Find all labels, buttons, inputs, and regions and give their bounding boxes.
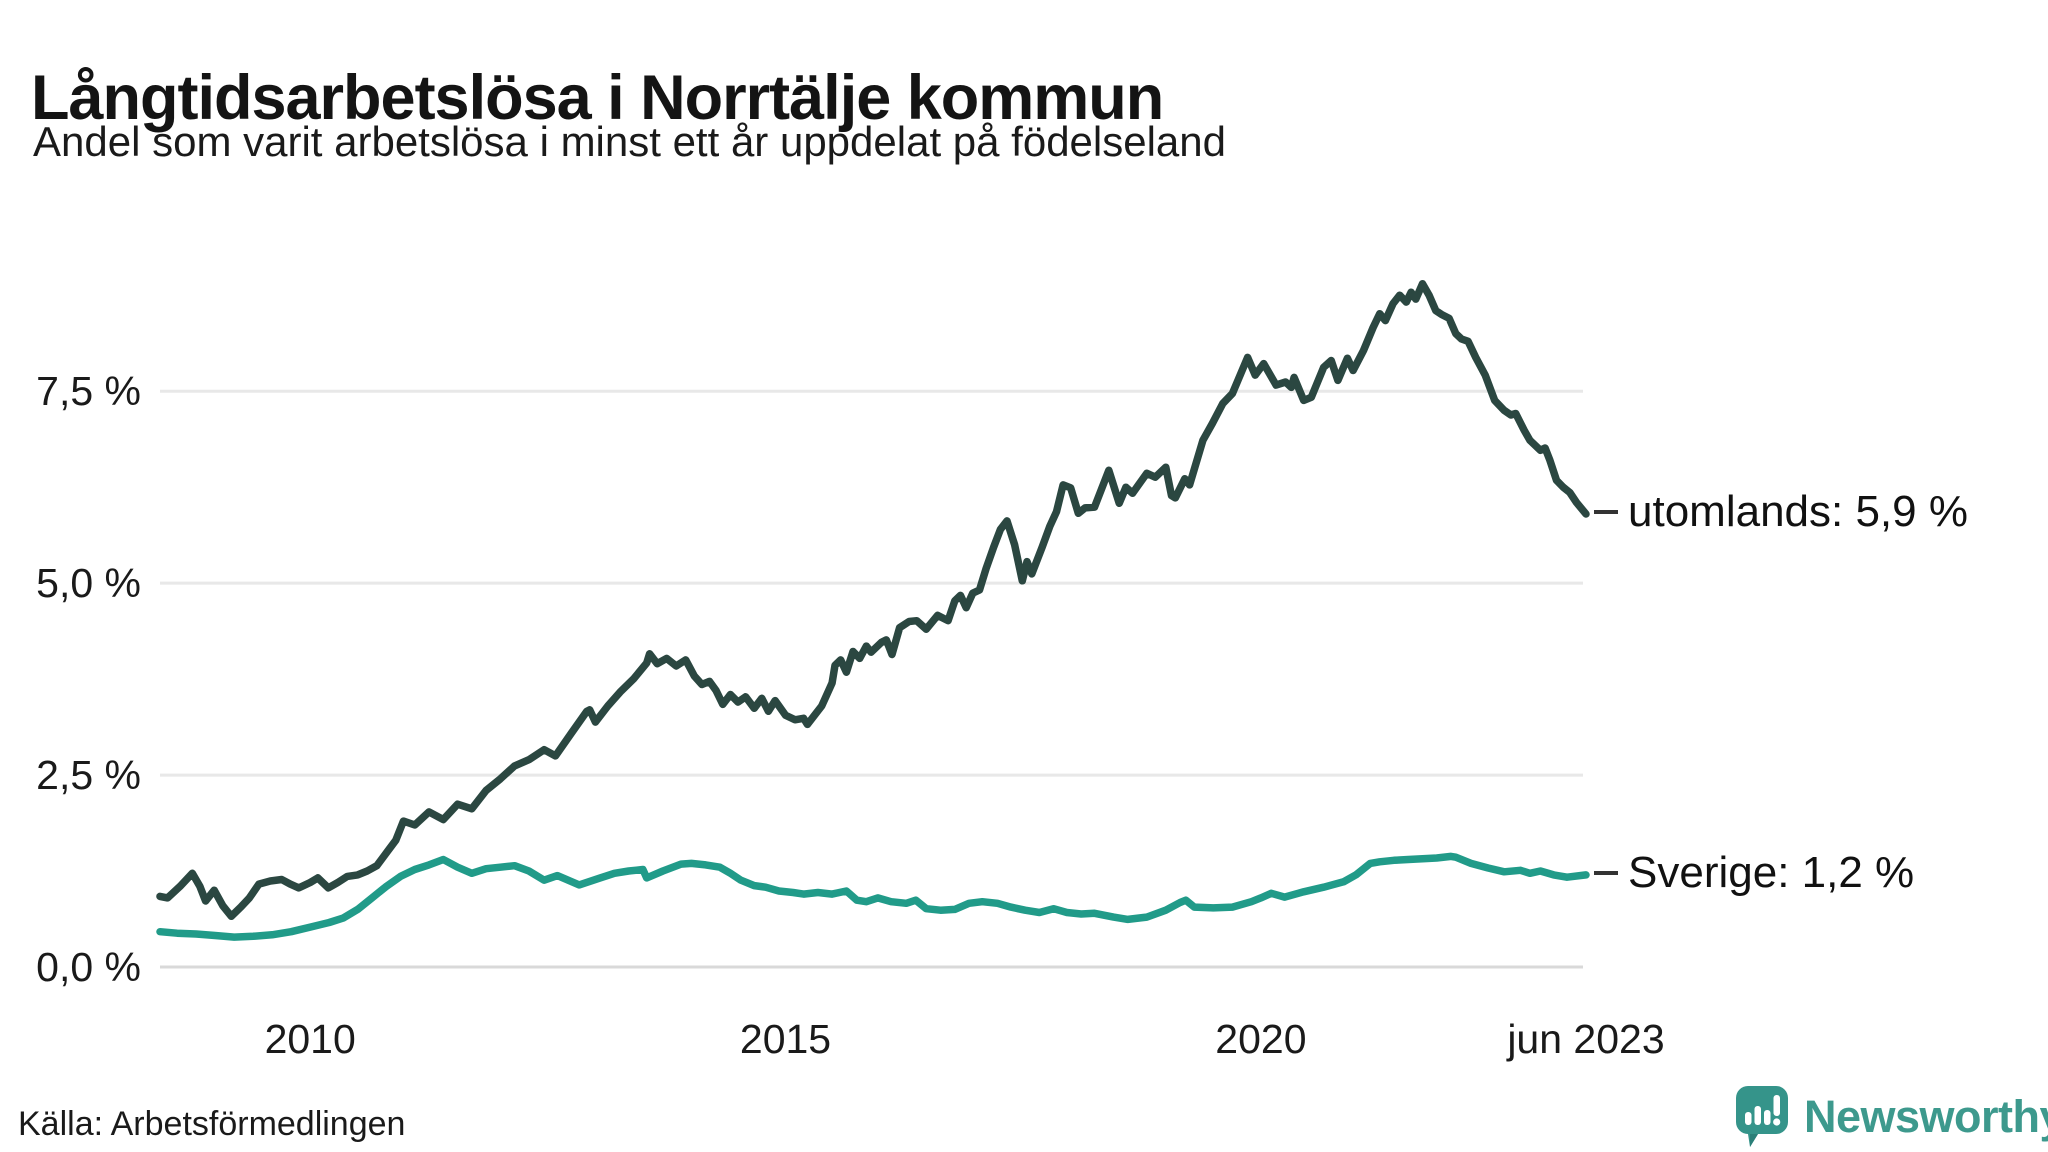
newsworthy-bubble-chart-icon [1736,1086,1788,1147]
y-tick-label: 0,0 % [36,944,141,990]
y-tick-label: 7,5 % [36,368,141,414]
series-line-sverige [156,852,1590,941]
x-tick-label: 2010 [265,1016,356,1062]
newsworthy-logo: Newsworthy [1736,1086,2048,1148]
page-subtitle: Andel som varit arbetslösa i minst ett å… [33,118,1227,165]
series-label-sverige: Sverige: 1,2 % [1594,848,1914,898]
series-label-utomlands-text: utomlands: 5,9 % [1628,487,1968,536]
x-tick-label: jun 2023 [1506,1016,1664,1062]
label-tick-dash [1594,871,1618,875]
newsworthy-wordmark: Newsworthy [1804,1091,2048,1142]
y-tick-label: 5,0 % [36,560,141,606]
series-label-utomlands: utomlands: 5,9 % [1594,487,1968,537]
series-line-utomlands [156,279,1590,921]
series-label-sverige-text: Sverige: 1,2 % [1628,848,1915,897]
y-tick-label: 2,5 % [36,752,141,798]
x-tick-label: 2020 [1215,1016,1306,1062]
x-tick-label: 2015 [740,1016,831,1062]
source-note: Källa: Arbetsförmedlingen [18,1105,406,1143]
label-tick-dash [1594,510,1618,514]
page-title: Långtidsarbetslösa i Norrtälje kommun [31,63,1164,134]
